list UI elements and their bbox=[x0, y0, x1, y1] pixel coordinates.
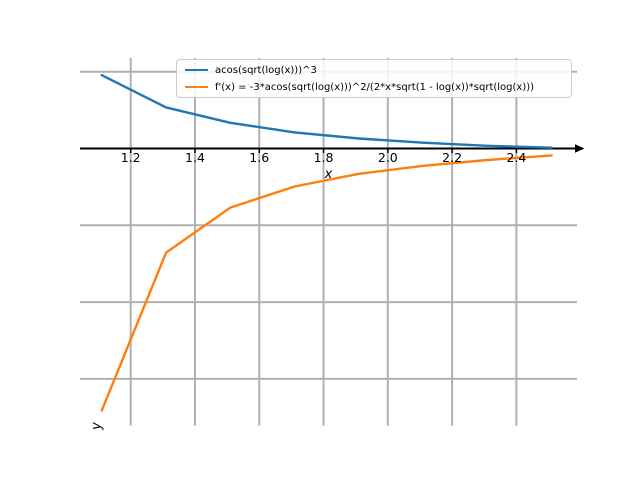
legend-line-swatch-orange bbox=[185, 86, 208, 88]
x-tick-label: 2.2 bbox=[442, 150, 463, 165]
legend-line-swatch-blue bbox=[185, 69, 208, 71]
x-tick-label: 1.4 bbox=[185, 150, 205, 165]
x-tick-label: 1.2 bbox=[120, 150, 141, 165]
y-axis-label: y bbox=[89, 422, 105, 430]
x-tick-label: 2.0 bbox=[377, 150, 398, 165]
gridlines bbox=[80, 58, 577, 426]
legend-label: f'(x) = -3*acos(sqrt(log(x)))^2/(2*x*sqr… bbox=[215, 81, 535, 93]
legend-entry: acos(sqrt(log(x)))^3 bbox=[185, 63, 563, 77]
function-curve bbox=[100, 73, 553, 149]
x-tick-label: 2.4 bbox=[506, 150, 527, 165]
legend: acos(sqrt(log(x)))^3 f'(x) = -3*acos(sqr… bbox=[176, 59, 572, 98]
x-axis-arrowhead bbox=[575, 144, 585, 153]
curves bbox=[100, 73, 553, 412]
legend-entry: f'(x) = -3*acos(sqrt(log(x)))^2/(2*x*sqr… bbox=[185, 80, 563, 94]
x-tick-label: 1.8 bbox=[313, 150, 334, 165]
derivative-curve bbox=[100, 154, 553, 412]
x-tick-label: 1.6 bbox=[249, 150, 270, 165]
x-axis bbox=[80, 144, 585, 153]
legend-label: acos(sqrt(log(x)))^3 bbox=[215, 64, 317, 76]
x-axis-label: x bbox=[324, 167, 333, 182]
